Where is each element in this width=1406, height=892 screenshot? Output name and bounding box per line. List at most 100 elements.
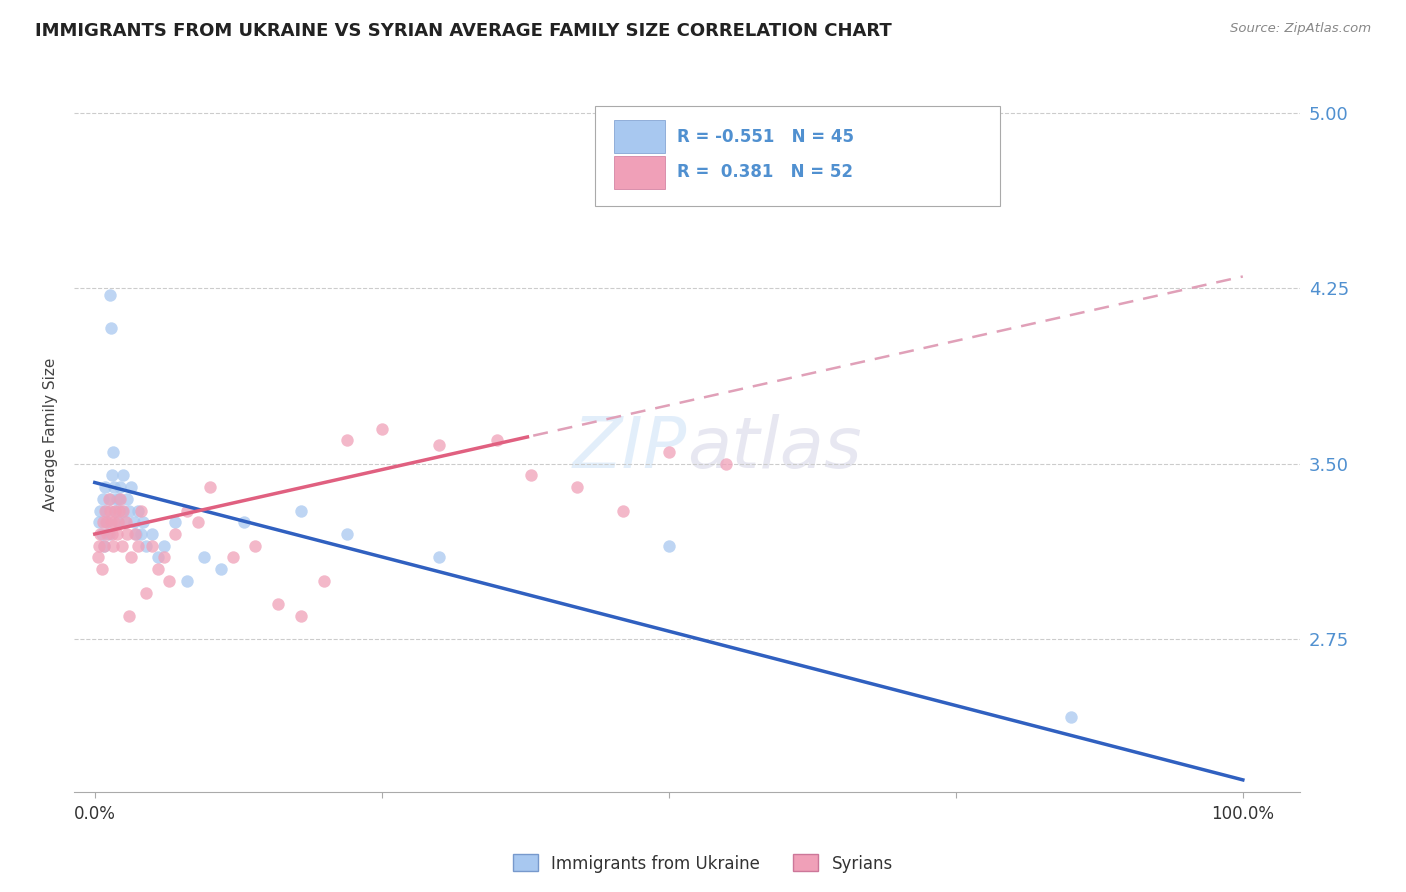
Point [187, 516, 209, 530]
Point [127, 503, 149, 517]
Point [124, 527, 146, 541]
Point [193, 550, 215, 565]
Point [209, 562, 232, 576]
Point [565, 480, 588, 494]
Point [485, 434, 508, 448]
Point [127, 539, 149, 553]
Point [135, 585, 157, 599]
Point [96, 516, 118, 530]
Point [115, 491, 138, 506]
Point [520, 468, 543, 483]
Point [112, 468, 135, 483]
Point [121, 550, 143, 565]
Point [90, 562, 112, 576]
Text: IMMIGRANTS FROM UKRAINE VS SYRIAN AVERAGE FAMILY SIZE CORRELATION CHART: IMMIGRANTS FROM UKRAINE VS SYRIAN AVERAG… [35, 22, 891, 40]
Point [100, 321, 122, 335]
Point [96, 516, 118, 530]
Point [115, 527, 138, 541]
Point [111, 503, 134, 517]
Point [93, 539, 115, 553]
Point [104, 503, 127, 517]
Point [97, 491, 120, 506]
Point [103, 516, 125, 530]
Text: R = -0.551   N = 45: R = -0.551 N = 45 [678, 128, 855, 145]
FancyBboxPatch shape [595, 106, 1000, 206]
Point [152, 550, 174, 565]
Point [267, 597, 290, 611]
Point [89, 516, 111, 530]
Point [135, 539, 157, 553]
Point [91, 491, 114, 506]
Point [129, 503, 152, 517]
Text: atlas: atlas [688, 414, 862, 483]
Point [89, 503, 111, 517]
Point [101, 527, 124, 541]
Text: Source: ZipAtlas.com: Source: ZipAtlas.com [1230, 22, 1371, 36]
Point [658, 445, 681, 459]
Point [290, 609, 312, 624]
Point [112, 503, 135, 517]
Point [146, 550, 169, 565]
Point [176, 574, 198, 588]
Point [290, 503, 312, 517]
Point [198, 480, 221, 494]
Point [100, 516, 122, 530]
Point [108, 480, 131, 494]
Point [118, 609, 141, 624]
Point [107, 516, 129, 530]
Point [108, 491, 131, 506]
Point [101, 539, 124, 553]
Point [118, 503, 141, 517]
Point [146, 562, 169, 576]
Point [114, 516, 136, 530]
Legend: Immigrants from Ukraine, Syrians: Immigrants from Ukraine, Syrians [506, 847, 900, 880]
Point [165, 516, 187, 530]
Point [108, 491, 131, 506]
Point [122, 516, 145, 530]
Point [87, 550, 110, 565]
Point [105, 527, 128, 541]
Point [245, 539, 267, 553]
Point [129, 527, 152, 541]
Point [371, 422, 394, 436]
Point [89, 539, 111, 553]
Point [89, 527, 111, 541]
Point [94, 480, 117, 494]
Point [336, 527, 359, 541]
Point [1059, 709, 1081, 723]
Point [427, 438, 450, 452]
FancyBboxPatch shape [613, 156, 665, 189]
Point [93, 539, 115, 553]
Point [427, 550, 450, 565]
Point [141, 539, 163, 553]
Point [94, 503, 117, 517]
Text: ZIP: ZIP [572, 414, 688, 483]
Point [101, 468, 124, 483]
Point [107, 516, 129, 530]
Point [91, 516, 114, 530]
Point [98, 491, 121, 506]
Point [152, 539, 174, 553]
Y-axis label: Average Family Size: Average Family Size [44, 358, 58, 511]
Point [105, 491, 128, 506]
Text: R =  0.381   N = 52: R = 0.381 N = 52 [678, 163, 853, 181]
Point [98, 288, 121, 302]
Point [336, 434, 359, 448]
Point [97, 527, 120, 541]
Point [121, 480, 143, 494]
Point [111, 539, 134, 553]
FancyBboxPatch shape [613, 120, 665, 153]
Point [96, 503, 118, 517]
Point [233, 516, 256, 530]
Point [98, 503, 121, 517]
Point [176, 503, 198, 517]
Point [101, 445, 124, 459]
Point [314, 574, 336, 588]
Point [108, 503, 131, 517]
Point [612, 503, 634, 517]
Point [104, 503, 127, 517]
Point [114, 516, 136, 530]
Point [125, 527, 148, 541]
Point [141, 527, 163, 541]
Point [96, 527, 118, 541]
